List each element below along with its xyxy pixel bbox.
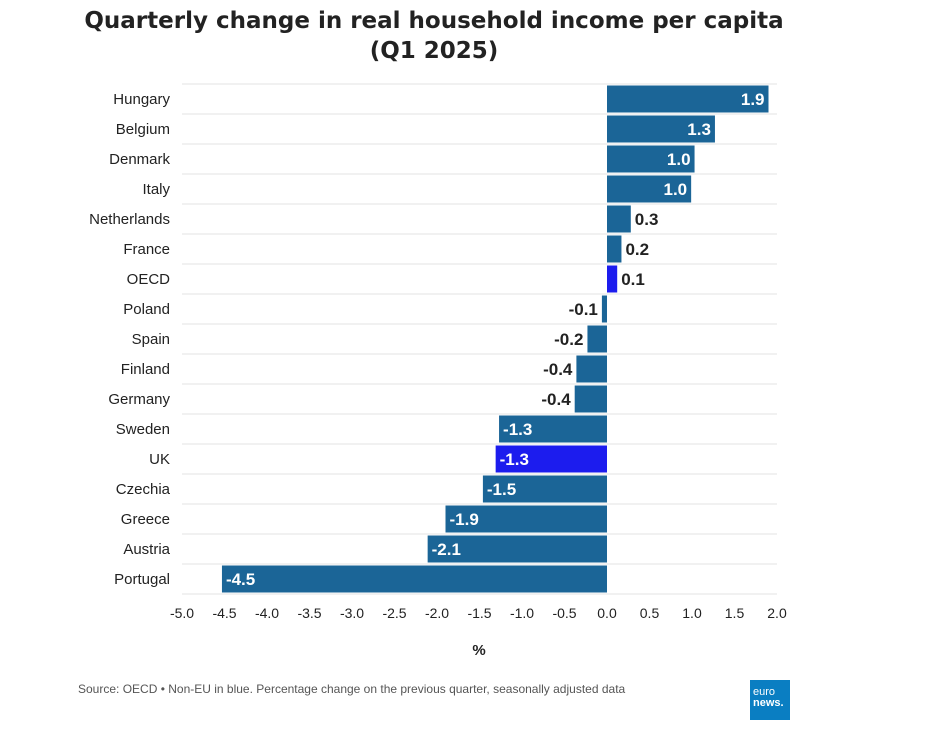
logo-text-line1: euro <box>753 686 776 698</box>
bar-chart: Hungary Belgium Denmark Italy Netherlands Fra… <box>89 83 787 659</box>
bar-austria <box>427 535 607 563</box>
bar-germany <box>574 385 607 413</box>
x-tick-label: -2.5 <box>382 605 406 621</box>
euronews-logo: euro news. <box>750 680 790 720</box>
bar-portugal <box>221 565 607 593</box>
value-label: -0.2 <box>554 330 583 349</box>
source-note: Source: OECD • Non-EU in blue. Percentag… <box>78 682 626 696</box>
category-label: OECD <box>127 271 171 288</box>
category-labels: Hungary Belgium Denmark Italy Netherlands Fra… <box>89 91 171 588</box>
category-label: Denmark <box>109 151 170 168</box>
bar-poland <box>601 295 607 323</box>
chart-title-line1: Quarterly change in real household incom… <box>84 8 784 34</box>
chart-title: Quarterly change in real household incom… <box>0 6 868 66</box>
chart-title-line2: (Q1 2025) <box>369 38 499 64</box>
x-tick-label: -1.5 <box>467 605 491 621</box>
category-label: France <box>123 241 170 258</box>
category-label: Finland <box>121 361 170 378</box>
category-label: Germany <box>108 391 170 408</box>
category-label: Hungary <box>113 91 170 108</box>
bar-belgium <box>607 115 715 143</box>
category-label: Czechia <box>116 481 171 498</box>
category-label: Greece <box>121 511 170 528</box>
category-label: Italy <box>142 181 170 198</box>
value-label: -0.4 <box>543 360 573 379</box>
bar-uk <box>495 445 607 473</box>
bar-finland <box>576 355 607 383</box>
value-label: 1.9 <box>741 90 765 109</box>
bar-denmark <box>607 145 695 173</box>
bar-oecd <box>607 265 618 293</box>
logo-text-line2: news. <box>753 697 784 709</box>
value-label: 1.3 <box>687 120 711 139</box>
x-tick-label: 1.5 <box>725 605 745 621</box>
value-label: 0.1 <box>621 270 645 289</box>
category-label: UK <box>149 451 170 468</box>
x-tick-labels: -5.0 -4.5 -4.0 -3.5 -3.0 -2.5 -2.0 -1.5 -1.0 -0.5… <box>170 605 787 621</box>
x-tick-label: -4.5 <box>212 605 236 621</box>
x-tick-label: -3.0 <box>340 605 364 621</box>
value-label: 0.3 <box>635 210 659 229</box>
value-label: 1.0 <box>664 180 688 199</box>
value-label: 0.2 <box>625 240 649 259</box>
bar-sweden <box>499 415 607 443</box>
value-label: -0.4 <box>541 390 571 409</box>
category-label: Austria <box>123 541 170 558</box>
x-tick-label: -0.5 <box>552 605 576 621</box>
bar-spain <box>587 325 607 353</box>
bar-czechia <box>482 475 607 503</box>
value-label: 1.0 <box>667 150 691 169</box>
bar-hungary <box>607 85 769 113</box>
x-tick-label: 0.5 <box>640 605 660 621</box>
value-label: -1.9 <box>450 510 479 529</box>
value-labels: 1.9 1.3 1.0 1.0 0.3 0.2 0.1 -0.1 -0.2 -0.4 -0.4 -1.… <box>226 90 765 589</box>
x-tick-label: 1.0 <box>682 605 702 621</box>
x-tick-label: -1.0 <box>510 605 534 621</box>
x-tick-label: 2.0 <box>767 605 787 621</box>
bar-greece <box>445 505 607 533</box>
value-label: -4.5 <box>226 570 255 589</box>
x-tick-label: -3.5 <box>297 605 321 621</box>
x-tick-label: -2.0 <box>425 605 449 621</box>
x-tick-label: -4.0 <box>255 605 279 621</box>
bar-italy <box>607 175 692 203</box>
category-label: Spain <box>132 331 170 348</box>
category-label: Sweden <box>116 421 170 438</box>
bars <box>221 85 769 593</box>
category-label: Belgium <box>116 121 170 138</box>
value-label: -1.5 <box>487 480 516 499</box>
grid-lines <box>182 83 777 595</box>
value-label: -1.3 <box>500 450 529 469</box>
x-tick-label: -5.0 <box>170 605 194 621</box>
value-label: -2.1 <box>432 540 461 559</box>
category-label: Portugal <box>114 571 170 588</box>
value-label: -1.3 <box>503 420 532 439</box>
x-axis-label: % <box>472 642 485 659</box>
x-tick-label: 0.0 <box>597 605 617 621</box>
category-label: Netherlands <box>89 211 170 228</box>
bar-netherlands <box>607 205 631 233</box>
bar-france <box>607 235 622 263</box>
value-label: -0.1 <box>569 300 598 319</box>
category-label: Poland <box>123 301 170 318</box>
